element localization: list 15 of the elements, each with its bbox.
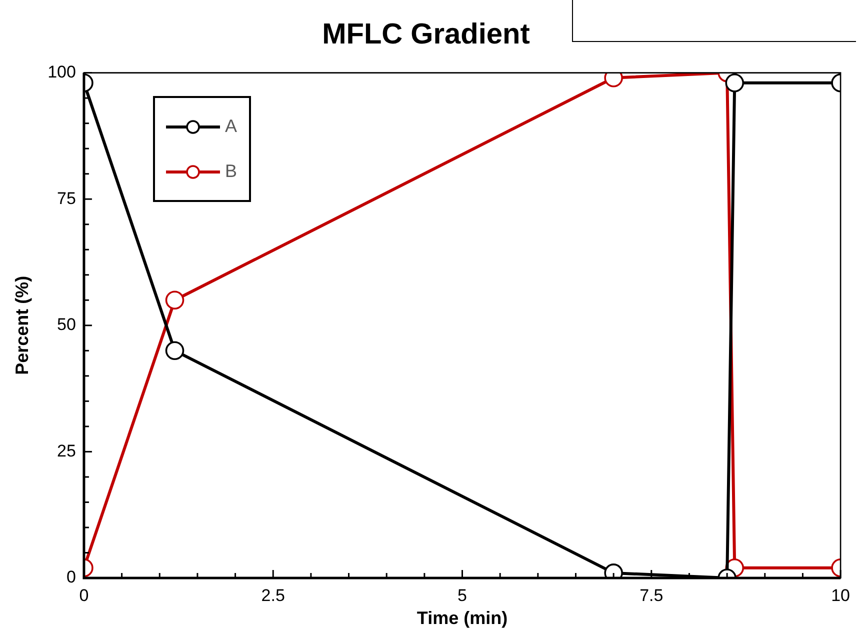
legend-label: B: [225, 161, 238, 182]
chart-title: MFLC Gradient: [322, 18, 530, 50]
x-tick-label: 2.5: [261, 586, 285, 605]
y-tick-label: 100: [48, 62, 76, 82]
y-tick-label: 25: [57, 441, 76, 460]
x-tick-label: 5: [458, 586, 467, 605]
y-axis-title: Percent (%): [12, 276, 32, 375]
x-tick-label: 10: [831, 586, 850, 605]
x-tick-label: 7.5: [640, 586, 664, 605]
y-tick-label: 75: [57, 188, 76, 208]
x-tick-label: 0: [79, 586, 89, 605]
legend-label: A: [225, 116, 238, 137]
y-tick-label: 50: [57, 315, 76, 334]
y-tick-label: 0: [66, 568, 76, 587]
x-axis-title: Time (min): [416, 608, 508, 628]
